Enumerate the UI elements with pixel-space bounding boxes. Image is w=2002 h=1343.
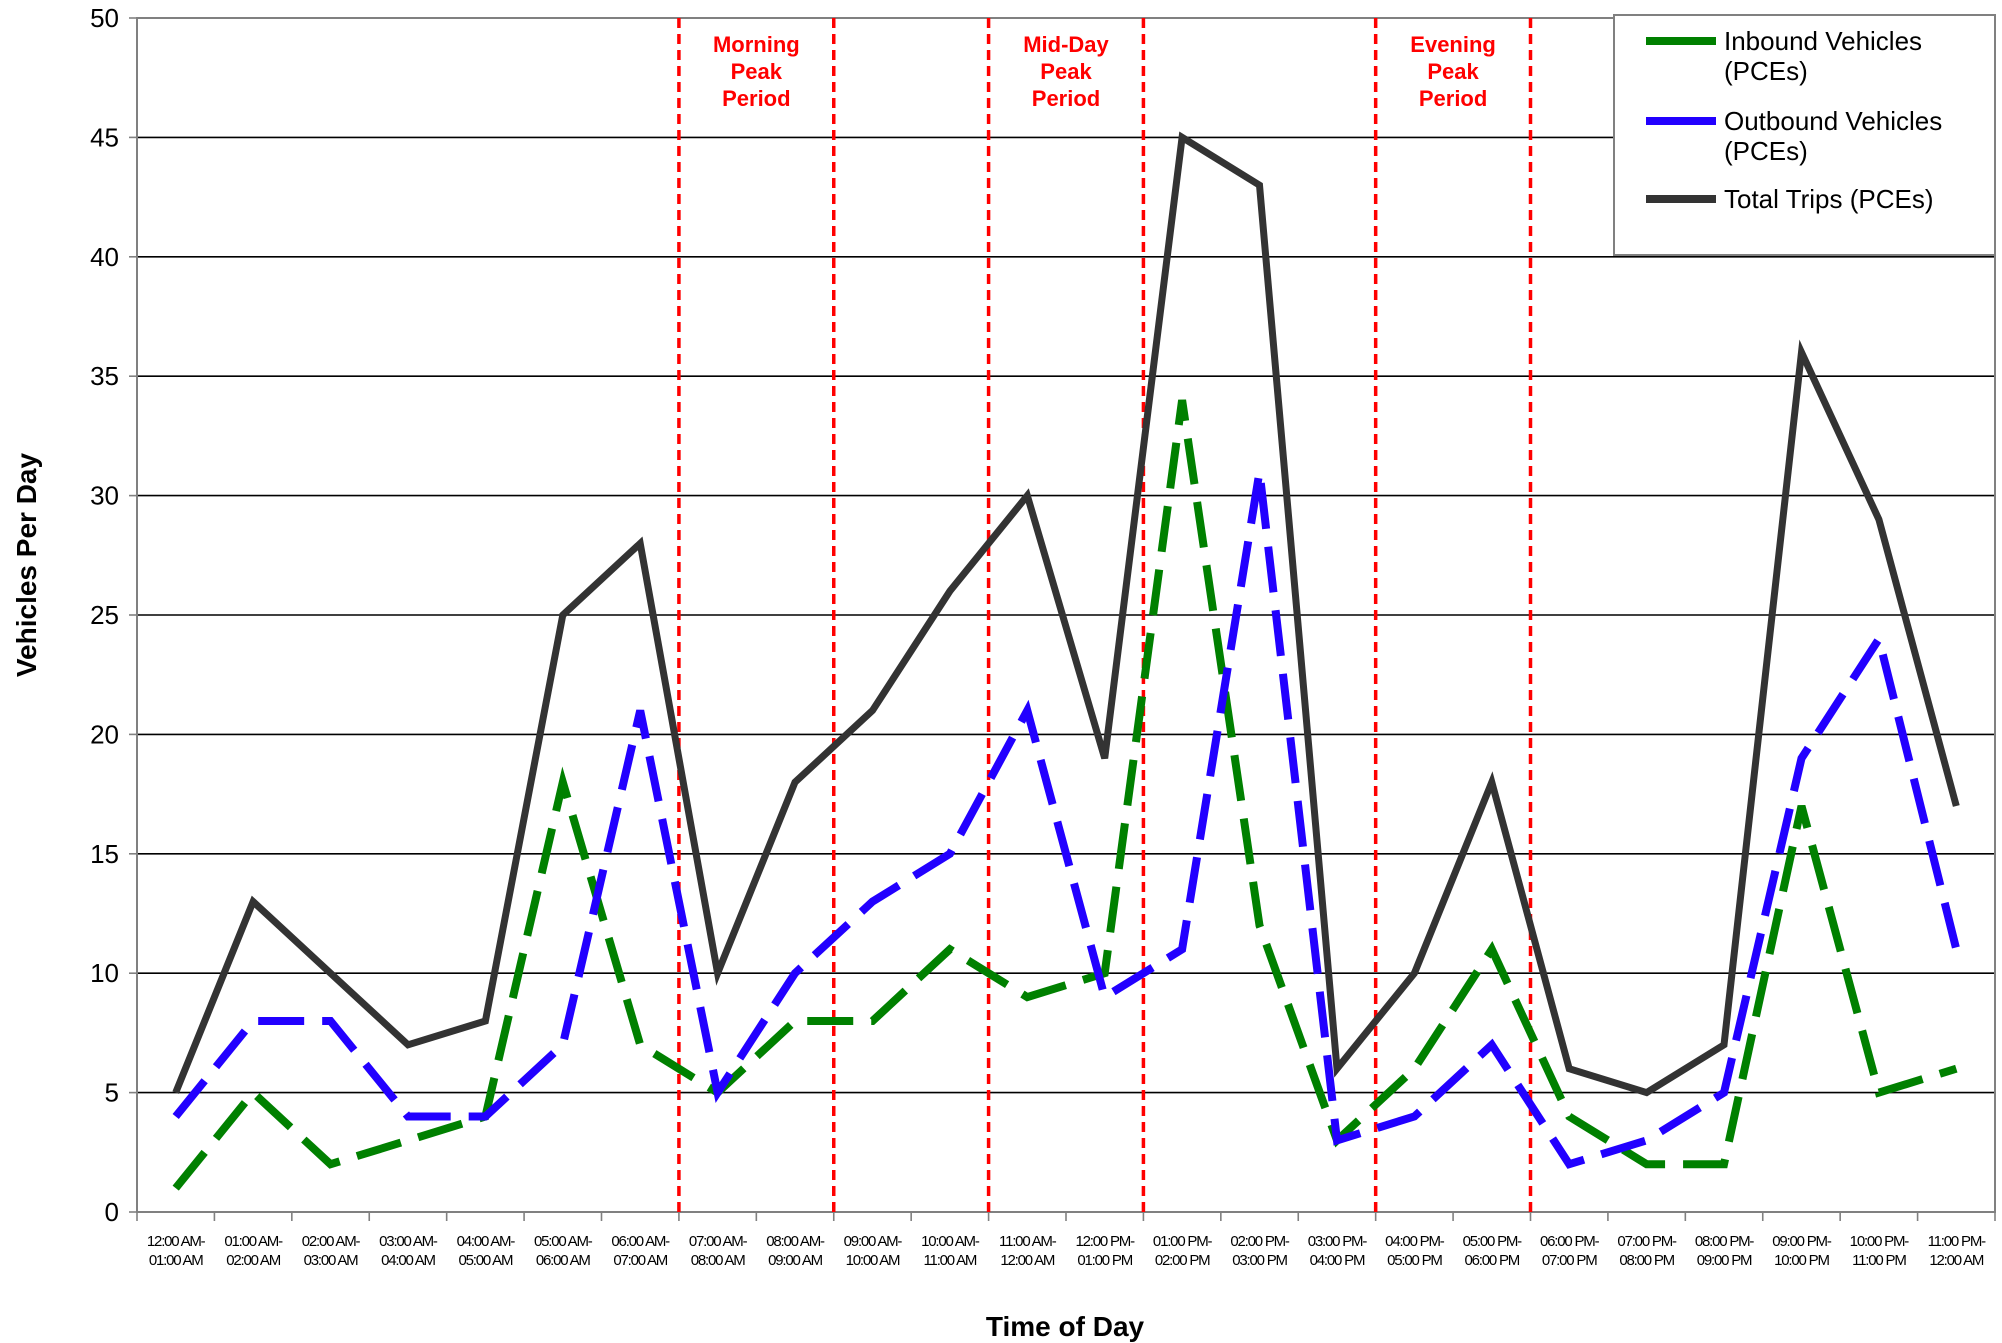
peak-period-label: Morning Peak Period xyxy=(713,32,800,111)
y-tick-label: 30 xyxy=(90,481,119,511)
x-tick-label: 02:00 AM-03:00 AM xyxy=(302,1233,361,1269)
legend-label-1: Outbound Vehicles (PCEs) xyxy=(1724,106,1942,166)
y-tick-label: 0 xyxy=(105,1197,119,1227)
y-tick-label: 5 xyxy=(105,1078,119,1108)
series-line-1 xyxy=(172,471,1961,1169)
x-tick-label: 05:00 PM-06:00 PM xyxy=(1463,1233,1523,1269)
y-tick-label: 15 xyxy=(90,839,119,869)
y-axis-title: Vehicles Per Day xyxy=(11,453,42,678)
legend-box xyxy=(1613,14,1996,256)
y-tick-label: 40 xyxy=(90,242,119,272)
x-tick-label: 08:00 AM-09:00 AM xyxy=(766,1233,825,1269)
y-tick-label: 20 xyxy=(90,719,119,749)
x-tick-label: 03:00 PM-04:00 PM xyxy=(1308,1233,1368,1269)
x-axis-ticks: 12:00 AM-01:00 AM 01:00 AM-02:00 AM 02:00 … xyxy=(136,1212,1996,1269)
legend: Inbound Vehicles (PCEs) Outbound Vehicles(… xyxy=(1613,14,1996,256)
x-tick-label: 07:00 PM-08:00 PM xyxy=(1617,1233,1677,1269)
series-line-0 xyxy=(172,399,1958,1191)
x-tick-label: 04:00 PM-05:00 PM xyxy=(1385,1233,1445,1269)
y-tick-label: 25 xyxy=(90,600,119,630)
y-tick-label: 50 xyxy=(90,3,119,33)
x-tick-label: 05:00 AM-06:00 AM xyxy=(534,1233,593,1269)
y-axis-ticks: 0 5 10 15 20 25 30 35 40 45 50 xyxy=(90,3,137,1227)
x-tick-label: 01:00 AM-02:00 AM xyxy=(224,1233,283,1269)
x-tick-label: 06:00 PM-07:00 PM xyxy=(1540,1233,1600,1269)
x-tick-label: 03:00 AM-04:00 AM xyxy=(379,1233,438,1269)
x-tick-label: 08:00 PM-09:00 PM xyxy=(1695,1233,1755,1269)
x-tick-label: 04:00 AM-05:00 AM xyxy=(457,1233,516,1269)
x-tick-label: 10:00 AM-11:00 AM xyxy=(921,1233,980,1269)
x-tick-label: 07:00 AM-08:00 AM xyxy=(689,1233,748,1269)
x-axis-title: Time of Day xyxy=(986,1311,1145,1342)
y-tick-label: 10 xyxy=(90,958,119,988)
y-tick-label: 35 xyxy=(90,361,119,391)
x-tick-label: 06:00 AM-07:00 AM xyxy=(611,1233,670,1269)
x-tick-label: 09:00 AM-10:00 AM xyxy=(844,1233,903,1269)
legend-label-0: Inbound Vehicles (PCEs) xyxy=(1724,26,1922,86)
x-tick-label: 12:00 AM-01:00 AM xyxy=(147,1233,206,1269)
x-tick-label: 11:00 PM-12:00 AM xyxy=(1928,1233,1986,1269)
y-tick-label: 45 xyxy=(90,122,119,152)
peak-period-label: Evening Peak Period xyxy=(1410,32,1496,111)
x-tick-label: 10:00 PM-11:00 PM xyxy=(1850,1233,1910,1269)
peak-period-label: Mid-Day Peak Period xyxy=(1023,32,1109,111)
series-line-2 xyxy=(172,131,1960,1097)
x-tick-label: 12:00 PM-01:00 PM xyxy=(1076,1233,1136,1269)
legend-label-2: Total Trips (PCEs) xyxy=(1724,184,1934,214)
x-tick-label: 09:00 PM-10:00 PM xyxy=(1772,1233,1832,1269)
x-tick-label: 01:00 PM-02:00 PM xyxy=(1153,1233,1213,1269)
x-tick-label: 11:00 AM-12:00 AM xyxy=(999,1233,1057,1269)
x-tick-label: 02:00 PM-03:00 PM xyxy=(1230,1233,1290,1269)
peak-periods: Morning Peak Period Mid-Day Peak Period Evenin… xyxy=(677,18,1533,1212)
series-lines xyxy=(172,131,1961,1191)
